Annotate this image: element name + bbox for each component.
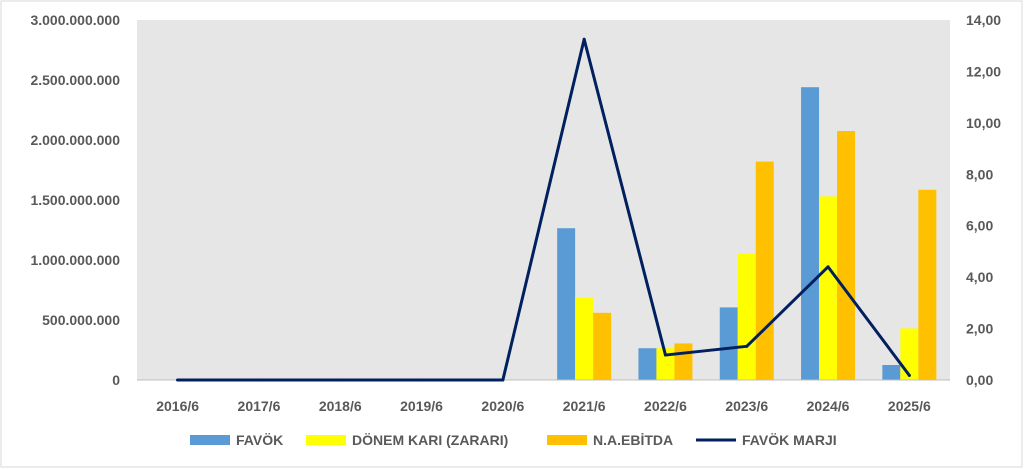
line-favok-marji bbox=[176, 37, 911, 382]
y-left-tick-label: 500.000.000 bbox=[42, 312, 120, 328]
x-tick-label: 2019/6 bbox=[400, 398, 443, 414]
bar-d-nem-kari-zarari-2023-6 bbox=[737, 253, 756, 380]
y-right-tick-label: 4,00 bbox=[966, 269, 993, 285]
x-tick-label: 2018/6 bbox=[319, 398, 362, 414]
line-point-2020-6 bbox=[501, 378, 505, 382]
bar-fav-k-2022-6 bbox=[638, 348, 657, 380]
legend-label: FAVÖK bbox=[236, 432, 283, 448]
y-left-axis: 0 500.000.000 1.000.000.000 1.500.000.000 2.… bbox=[30, 12, 120, 388]
y-right-axis: 0,00 2,00 4,00 6,00 8,00 10,00 12,00 14,00 bbox=[966, 12, 1001, 388]
y-left-tick-label: 2.000.000.000 bbox=[30, 132, 120, 148]
legend-swatch bbox=[190, 435, 230, 445]
line-point-2022-6 bbox=[663, 353, 667, 357]
line-point-2021-6 bbox=[582, 37, 586, 41]
line-point-2023-6 bbox=[745, 344, 749, 348]
y-right-tick-label: 10,00 bbox=[966, 115, 1001, 131]
bar-n-a-ebi-tda-2023-6 bbox=[755, 161, 774, 380]
legend-label: DÖNEM KARI (ZARARI) bbox=[352, 432, 508, 448]
line-point-2018-6 bbox=[338, 378, 342, 382]
bar-fav-k-2025-6 bbox=[882, 365, 901, 380]
legend-label: N.A.EBİTDA bbox=[593, 432, 673, 448]
x-tick-label: 2023/6 bbox=[725, 398, 768, 414]
y-right-tick-label: 12,00 bbox=[966, 63, 1001, 79]
y-left-tick-label: 2.500.000.000 bbox=[30, 72, 120, 88]
bar-fav-k-2021-6 bbox=[557, 228, 576, 380]
bar-n-a-ebi-tda-2024-6 bbox=[837, 131, 856, 380]
bar-fav-k-2024-6 bbox=[801, 87, 820, 380]
line-point-2025-6 bbox=[907, 373, 911, 377]
y-right-tick-label: 6,00 bbox=[966, 218, 993, 234]
legend-label: FAVÖK MARJI bbox=[742, 432, 837, 448]
bar-d-nem-kari-zarari-2022-6 bbox=[656, 348, 675, 380]
y-right-tick-label: 14,00 bbox=[966, 12, 1001, 28]
legend: FAVÖK DÖNEM KARI (ZARARI) N.A.EBİTDA FAVÖK … bbox=[190, 432, 837, 448]
bar-d-nem-kari-zarari-2024-6 bbox=[819, 196, 838, 380]
y-left-tick-label: 1.500.000.000 bbox=[30, 192, 120, 208]
x-tick-label: 2016/6 bbox=[156, 398, 199, 414]
bar-d-nem-kari-zarari-2021-6 bbox=[575, 297, 594, 380]
line-point-2024-6 bbox=[826, 265, 830, 269]
x-tick-label: 2020/6 bbox=[481, 398, 524, 414]
bar-d-nem-kari-zarari-2025-6 bbox=[900, 328, 919, 380]
y-left-tick-label: 1.000.000.000 bbox=[30, 252, 120, 268]
x-tick-label: 2022/6 bbox=[644, 398, 687, 414]
line-series-group bbox=[176, 37, 911, 382]
x-axis: 2016/6 2017/6 2018/6 2019/6 2020/6 2021/6 2022… bbox=[156, 398, 931, 414]
line-point-2019-6 bbox=[420, 378, 424, 382]
line-point-2016-6 bbox=[176, 378, 180, 382]
y-right-tick-label: 0,00 bbox=[966, 372, 993, 388]
y-right-tick-label: 2,00 bbox=[966, 321, 993, 337]
y-right-tick-label: 8,00 bbox=[966, 166, 993, 182]
line-point-2017-6 bbox=[257, 378, 261, 382]
y-left-tick-label: 3.000.000.000 bbox=[30, 12, 120, 28]
legend-swatch bbox=[306, 435, 346, 445]
bar-fav-k-2023-6 bbox=[719, 307, 738, 380]
x-tick-label: 2021/6 bbox=[563, 398, 606, 414]
x-tick-label: 2024/6 bbox=[807, 398, 850, 414]
bar-n-a-ebi-tda-2021-6 bbox=[593, 312, 612, 380]
y-left-tick-label: 0 bbox=[112, 372, 120, 388]
x-tick-label: 2017/6 bbox=[238, 398, 281, 414]
x-tick-label: 2025/6 bbox=[888, 398, 931, 414]
legend-swatch bbox=[547, 435, 587, 445]
bar-n-a-ebi-tda-2022-6 bbox=[674, 343, 693, 380]
bar-n-a-ebi-tda-2025-6 bbox=[918, 189, 937, 380]
